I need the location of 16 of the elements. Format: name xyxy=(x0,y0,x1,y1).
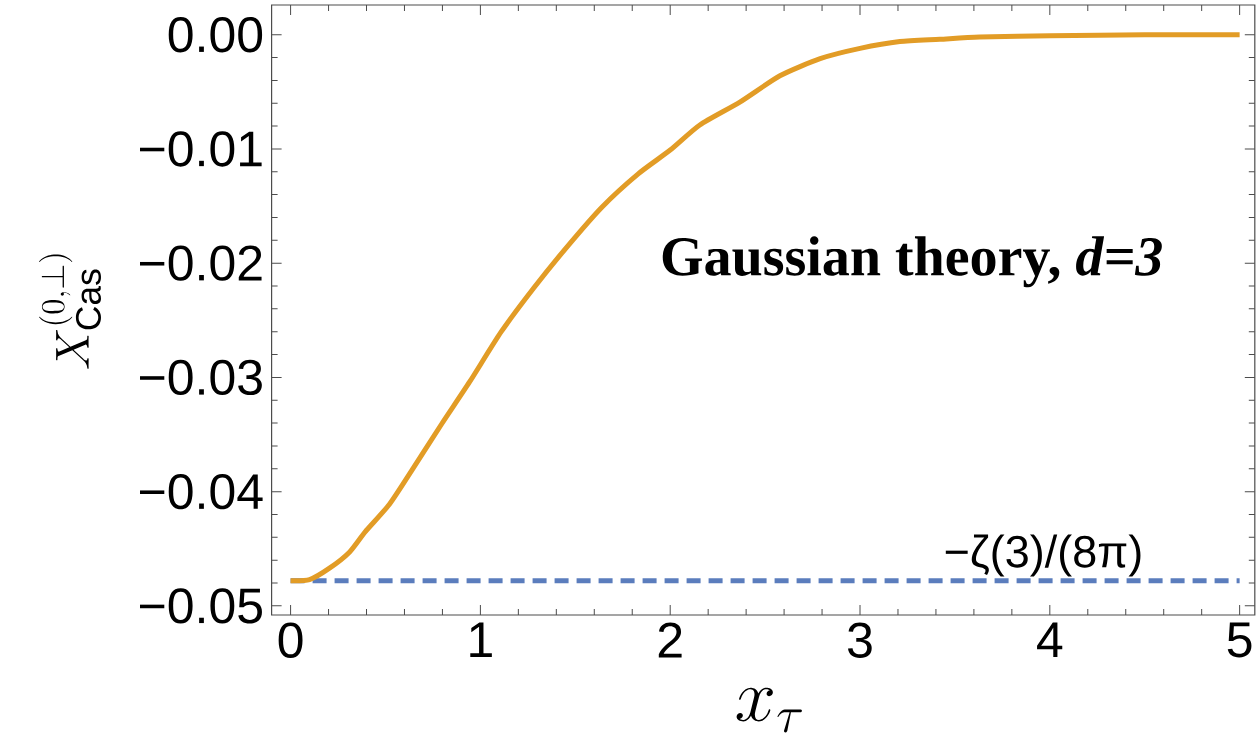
x-tick-label: 1 xyxy=(470,622,492,657)
y-axis-title: $X^{(0,\perp)}_{\mathrm{Cas}}$ xyxy=(39,254,101,369)
y-tick-label: −0.02 xyxy=(140,245,262,281)
x-tick-label: 3 xyxy=(848,622,872,658)
x-tick-label: 2 xyxy=(658,622,682,658)
y-tick-label: −0.05 xyxy=(140,588,262,624)
y-tick-label: −0.04 xyxy=(140,473,263,510)
y-tick-label: −0.01 xyxy=(140,131,262,167)
y-tick-label: 0.00 xyxy=(168,17,263,53)
annotation: Gaussian theory, d=3 xyxy=(662,236,1162,288)
x-tick-label: 4 xyxy=(1037,622,1063,657)
ref-line-label: −ζ(3)/(8π) xyxy=(945,534,1141,577)
y-tick-label: −0.03 xyxy=(140,359,262,396)
x-tick-label: 0 xyxy=(278,622,303,658)
x-axis-title: $x_{\tau}$ xyxy=(736,687,802,733)
x-tick-label: 5 xyxy=(1227,622,1252,658)
